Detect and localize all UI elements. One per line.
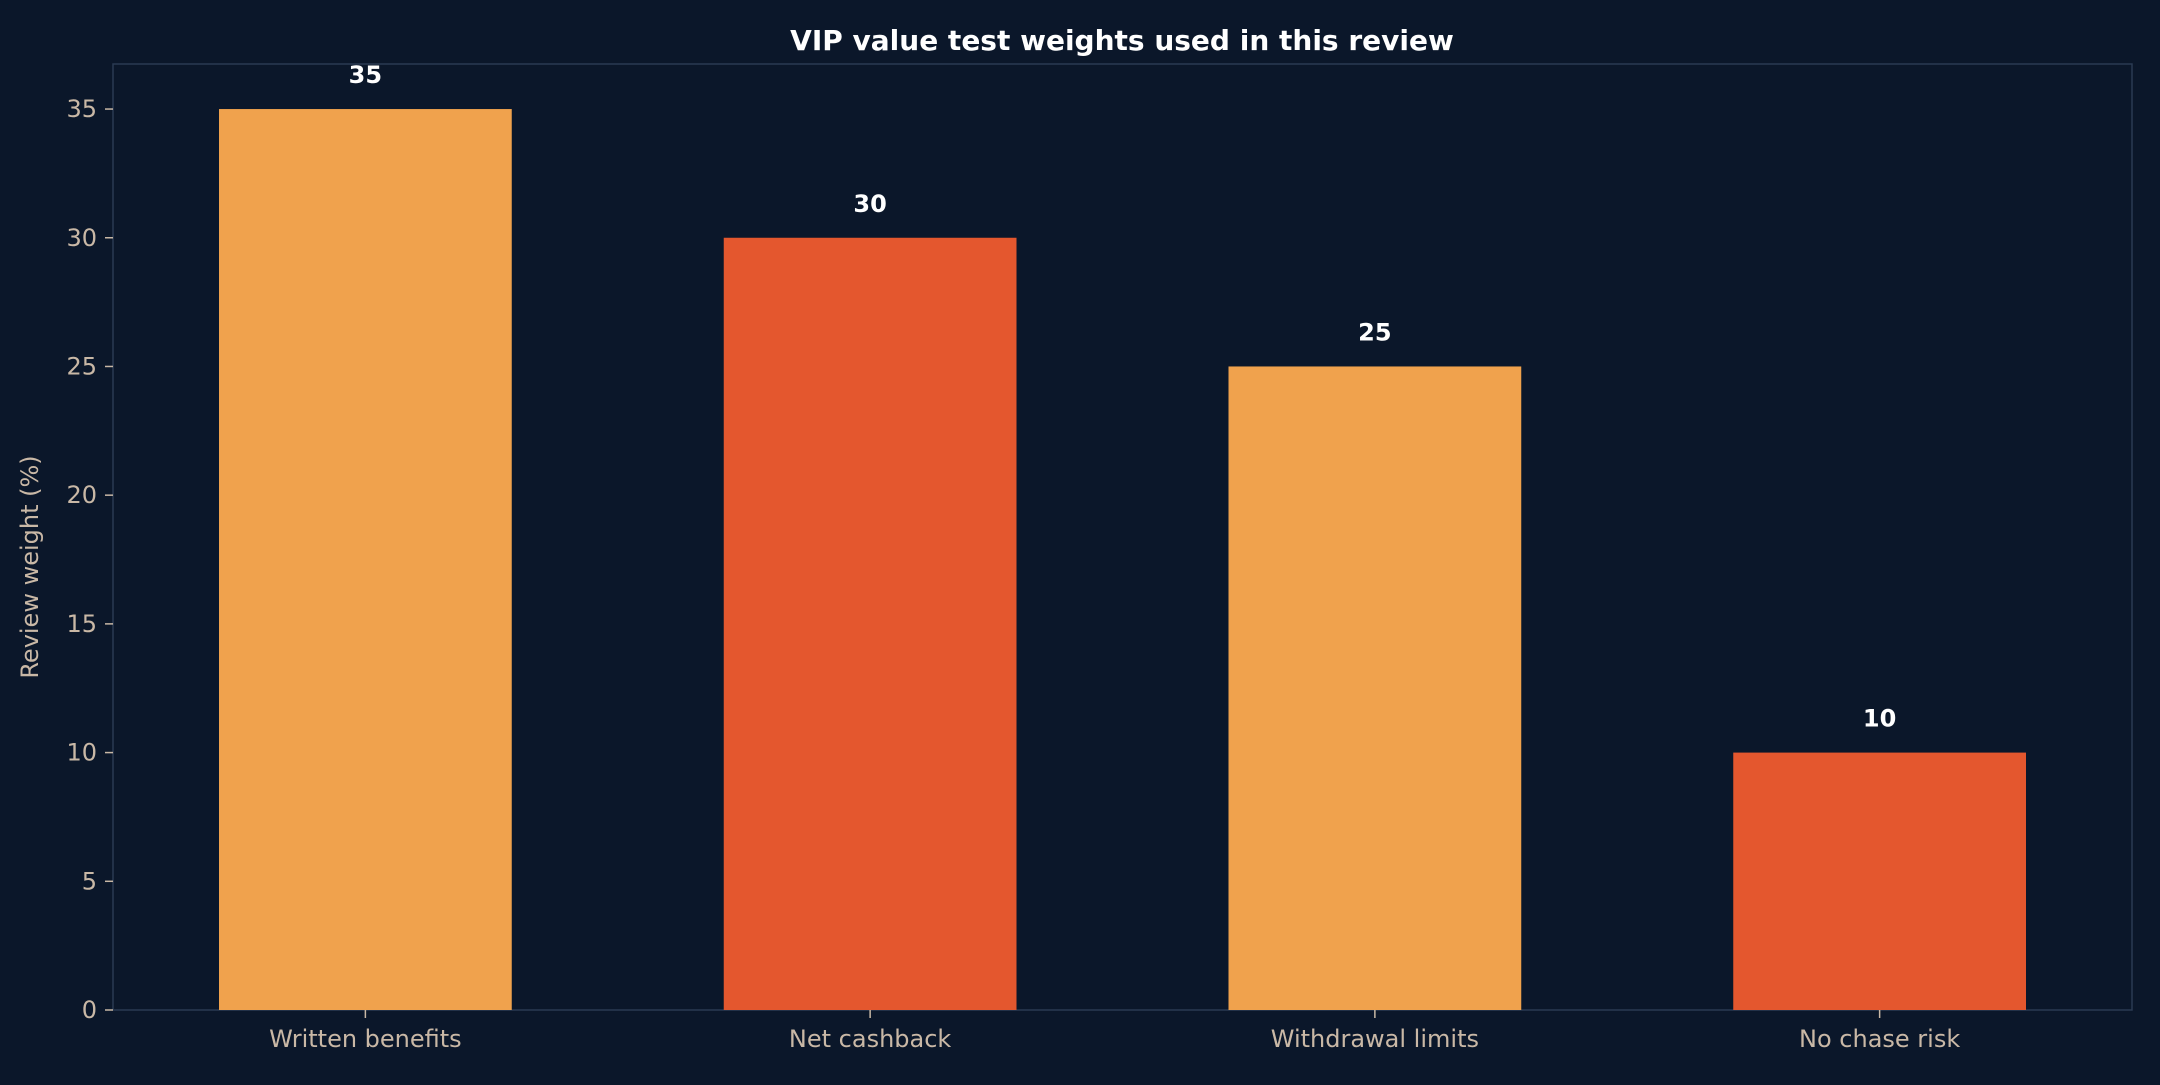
x-tick-label-2: Withdrawal limits [1271, 1025, 1479, 1053]
bar-3 [1733, 752, 2027, 1010]
y-tick-label-2: 10 [66, 739, 97, 767]
x-tick-label-3: No chase risk [1799, 1025, 1960, 1053]
y-tick-label-3: 15 [66, 610, 97, 638]
x-axis: Written benefits Net cashback Withdrawal l… [269, 1010, 1960, 1053]
plot-frame [112, 63, 2133, 1011]
value-labels-layer: 35 30 25 10 [349, 61, 1897, 733]
chart-title: VIP value test weights used in this revi… [790, 24, 1454, 57]
y-axis-title: Review weight (%) [16, 455, 44, 678]
y-tick-label-7: 35 [66, 95, 97, 123]
bar-value-label-0: 35 [349, 61, 382, 89]
bar-1 [723, 237, 1017, 1010]
x-tick-label-1: Net cashback [789, 1025, 952, 1053]
bar-value-label-1: 30 [853, 190, 886, 218]
x-tick-label-0: Written benefits [269, 1025, 462, 1053]
y-tick-label-4: 20 [66, 481, 97, 509]
y-axis: 0 5 10 15 20 25 30 35 [66, 95, 113, 1024]
y-tick-label-5: 25 [66, 352, 97, 380]
bar-0 [218, 109, 512, 1011]
y-tick-label-6: 30 [66, 224, 97, 252]
bar-value-label-2: 25 [1358, 318, 1391, 346]
y-tick-label-1: 5 [82, 867, 97, 895]
bar-2 [1228, 366, 1522, 1010]
y-tick-label-0: 0 [82, 996, 97, 1024]
bar-value-label-3: 10 [1863, 705, 1896, 733]
bars-layer [218, 109, 2027, 1011]
